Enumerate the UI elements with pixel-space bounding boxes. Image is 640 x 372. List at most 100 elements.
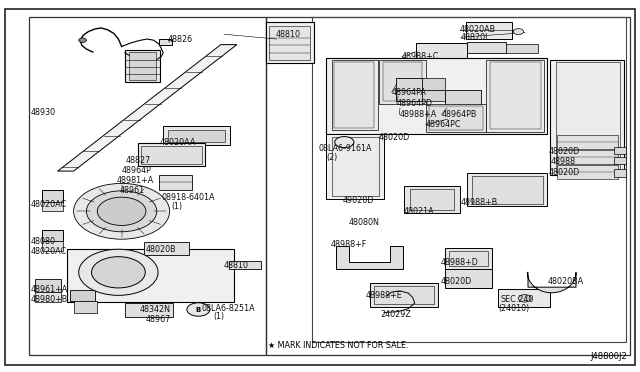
FancyBboxPatch shape — [129, 52, 156, 80]
Text: 48020D: 48020D — [549, 169, 580, 177]
FancyBboxPatch shape — [332, 137, 379, 196]
FancyBboxPatch shape — [614, 147, 626, 154]
FancyBboxPatch shape — [472, 176, 543, 204]
Circle shape — [518, 295, 531, 302]
FancyBboxPatch shape — [159, 39, 172, 45]
FancyBboxPatch shape — [416, 43, 467, 58]
FancyBboxPatch shape — [379, 60, 426, 104]
Text: 48810: 48810 — [224, 262, 249, 270]
Text: 48964PB: 48964PB — [442, 110, 477, 119]
Text: 48810: 48810 — [275, 30, 300, 39]
FancyBboxPatch shape — [449, 251, 488, 266]
FancyBboxPatch shape — [138, 143, 205, 166]
FancyBboxPatch shape — [486, 60, 544, 132]
Text: (24010): (24010) — [498, 304, 529, 312]
FancyBboxPatch shape — [326, 134, 384, 199]
Polygon shape — [58, 45, 237, 171]
Text: 48964PA: 48964PA — [392, 88, 426, 97]
Text: 48961+A: 48961+A — [31, 285, 68, 294]
Text: 48080N: 48080N — [349, 218, 380, 227]
FancyBboxPatch shape — [498, 289, 550, 307]
FancyBboxPatch shape — [445, 269, 492, 288]
Text: (2): (2) — [326, 153, 338, 162]
Text: 48988+D: 48988+D — [440, 258, 478, 267]
FancyBboxPatch shape — [42, 202, 63, 211]
FancyBboxPatch shape — [383, 62, 422, 101]
FancyBboxPatch shape — [35, 292, 61, 302]
FancyBboxPatch shape — [370, 283, 438, 307]
FancyBboxPatch shape — [410, 189, 454, 210]
Text: B: B — [342, 140, 347, 145]
FancyBboxPatch shape — [332, 60, 378, 130]
Text: 48020AC: 48020AC — [31, 247, 67, 256]
FancyBboxPatch shape — [74, 301, 97, 313]
FancyBboxPatch shape — [42, 190, 63, 202]
Text: 48988+A: 48988+A — [399, 110, 436, 119]
Text: 48827: 48827 — [125, 156, 150, 165]
Text: 48964P: 48964P — [122, 166, 152, 175]
Text: 49020D: 49020D — [343, 196, 374, 205]
Text: J48800J2: J48800J2 — [591, 352, 627, 361]
FancyBboxPatch shape — [467, 42, 506, 53]
FancyBboxPatch shape — [396, 90, 422, 101]
Text: 48961: 48961 — [120, 186, 145, 195]
FancyBboxPatch shape — [614, 157, 626, 164]
FancyBboxPatch shape — [396, 78, 422, 90]
FancyBboxPatch shape — [67, 249, 234, 302]
Text: 48020AC: 48020AC — [31, 200, 67, 209]
Text: 48020D: 48020D — [440, 278, 472, 286]
FancyBboxPatch shape — [159, 175, 192, 190]
FancyBboxPatch shape — [429, 106, 483, 130]
FancyBboxPatch shape — [141, 146, 202, 164]
Circle shape — [74, 183, 170, 239]
FancyBboxPatch shape — [426, 104, 486, 132]
Text: 48988+B: 48988+B — [461, 198, 498, 207]
Text: (1): (1) — [172, 202, 182, 211]
FancyBboxPatch shape — [422, 78, 445, 90]
FancyBboxPatch shape — [374, 286, 434, 304]
FancyBboxPatch shape — [266, 22, 314, 63]
Text: 48964PC: 48964PC — [426, 120, 461, 129]
FancyBboxPatch shape — [467, 173, 547, 206]
Circle shape — [187, 303, 210, 316]
Text: 08LA6-8251A: 08LA6-8251A — [202, 304, 255, 312]
Polygon shape — [527, 272, 576, 293]
FancyBboxPatch shape — [42, 230, 63, 241]
Circle shape — [86, 191, 157, 232]
FancyBboxPatch shape — [490, 62, 541, 129]
Text: 48964PD: 48964PD — [397, 99, 433, 108]
Text: 48020BA: 48020BA — [547, 278, 583, 286]
FancyBboxPatch shape — [466, 22, 512, 39]
Text: 08LA6-9161A: 08LA6-9161A — [318, 144, 372, 153]
Text: 48080: 48080 — [31, 237, 56, 246]
Circle shape — [335, 137, 354, 148]
FancyBboxPatch shape — [556, 62, 620, 172]
FancyBboxPatch shape — [445, 248, 492, 269]
FancyBboxPatch shape — [125, 303, 173, 317]
Text: 48988: 48988 — [550, 157, 575, 166]
Text: 08918-6401A: 08918-6401A — [161, 193, 215, 202]
Text: 48826: 48826 — [168, 35, 193, 44]
Text: 24029Z: 24029Z — [381, 310, 412, 319]
FancyBboxPatch shape — [614, 169, 626, 177]
Text: 48988+C: 48988+C — [402, 52, 439, 61]
FancyBboxPatch shape — [168, 130, 225, 142]
Circle shape — [92, 257, 145, 288]
Circle shape — [79, 38, 86, 42]
Text: SEC.240: SEC.240 — [500, 295, 534, 304]
Circle shape — [97, 197, 146, 225]
FancyBboxPatch shape — [229, 261, 261, 269]
FancyBboxPatch shape — [163, 126, 230, 145]
FancyBboxPatch shape — [422, 90, 445, 101]
Text: 48981+A: 48981+A — [117, 176, 154, 185]
Text: 48988+F: 48988+F — [330, 240, 367, 249]
FancyBboxPatch shape — [557, 150, 618, 164]
Text: 48988+E: 48988+E — [366, 291, 403, 300]
FancyBboxPatch shape — [326, 58, 547, 134]
Text: 48967: 48967 — [146, 315, 171, 324]
Text: 48980+B: 48980+B — [31, 295, 68, 304]
FancyBboxPatch shape — [334, 62, 374, 128]
FancyBboxPatch shape — [269, 26, 310, 60]
Polygon shape — [336, 246, 403, 269]
FancyBboxPatch shape — [70, 290, 95, 301]
